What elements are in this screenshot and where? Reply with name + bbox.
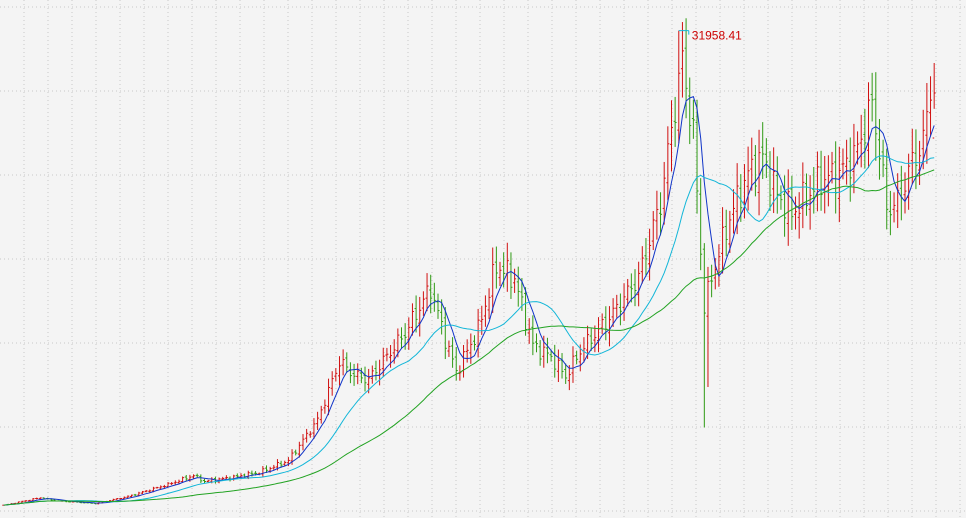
peak-price-label: 31958.41: [692, 29, 742, 43]
ma-mid-line: [3, 155, 935, 506]
annotations: 31958.41: [678, 29, 742, 43]
moving-averages: [3, 96, 935, 506]
ma-long-line: [3, 169, 935, 506]
ma-short-line: [3, 96, 935, 506]
